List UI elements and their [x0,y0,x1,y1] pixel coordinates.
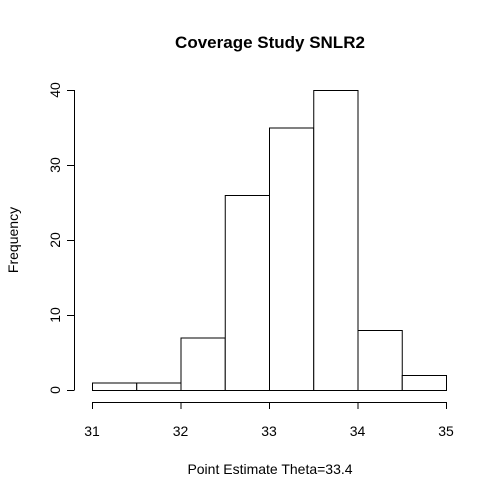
x-tick-label-33: 33 [261,423,277,439]
histogram-bar-6 [313,90,359,391]
histogram-bars [92,90,447,391]
histogram-bar-3 [180,337,226,391]
histogram-bar-4 [224,195,270,391]
histogram-bar-8 [401,375,447,391]
y-tick-label-30: 30 [47,157,63,173]
x-axis: 31 32 33 34 35 [84,402,454,439]
x-tick-label-34: 34 [350,423,366,439]
histogram-bar-5 [269,127,315,391]
y-axis: 0 10 20 30 40 [47,82,75,394]
x-tick-label-35: 35 [438,423,454,439]
histogram-bar-1 [92,382,138,391]
y-axis-label: Frequency [5,207,21,273]
x-axis-label: Point Estimate Theta=33.4 [187,461,352,477]
y-tick-label-10: 10 [47,307,63,323]
y-tick-label-0: 0 [47,386,63,394]
histogram-bar-7 [357,330,403,391]
y-tick-label-40: 40 [47,82,63,98]
histogram-bar-2 [136,382,182,391]
x-tick-label-32: 32 [173,423,189,439]
y-tick-label-20: 20 [47,232,63,248]
chart-title: Coverage Study SNLR2 [175,33,365,52]
x-tick-label-31: 31 [84,423,100,439]
